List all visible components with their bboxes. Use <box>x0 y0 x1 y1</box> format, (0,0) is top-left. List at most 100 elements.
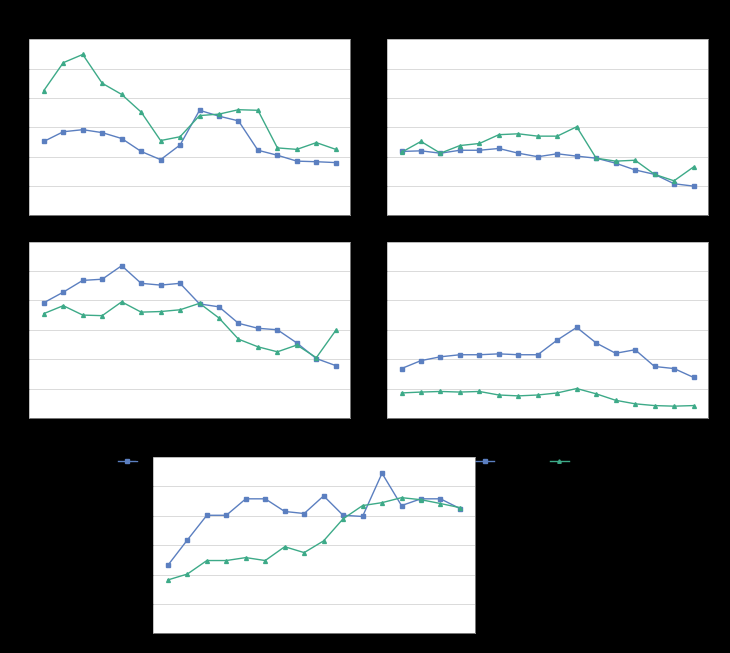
Centro-Nord <box>475 146 484 154</box>
Line: Mezzogiorno: Mezzogiorno <box>166 496 462 582</box>
Mezzogiorno <box>534 391 542 399</box>
Mezzogiorno <box>553 389 561 397</box>
Mezzogiorno <box>202 556 211 564</box>
Centro-Nord <box>176 141 185 149</box>
Centro-Nord <box>78 276 87 284</box>
Mezzogiorno <box>572 385 581 392</box>
Mezzogiorno <box>215 110 223 118</box>
Centro-Nord <box>137 148 145 155</box>
Mezzogiorno <box>397 389 406 397</box>
Mezzogiorno <box>456 503 464 511</box>
Mezzogiorno <box>331 326 340 334</box>
Mezzogiorno <box>253 106 262 114</box>
Centro-Nord <box>358 513 367 520</box>
Mezzogiorno <box>456 388 464 396</box>
Centro-Nord <box>176 279 185 287</box>
Line: Mezzogiorno: Mezzogiorno <box>399 387 696 408</box>
Mezzogiorno <box>234 106 243 114</box>
Mezzogiorno <box>98 311 107 319</box>
Mezzogiorno <box>475 387 484 395</box>
Mezzogiorno <box>164 576 172 584</box>
Mezzogiorno <box>650 170 659 178</box>
Centro-Nord <box>39 138 48 146</box>
Mezzogiorno <box>631 156 639 164</box>
Centro-Nord <box>118 135 126 142</box>
Centro-Nord <box>195 106 204 114</box>
Mezzogiorno <box>417 496 426 503</box>
Centro-Nord <box>397 148 406 155</box>
Line: Centro-Nord: Centro-Nord <box>42 264 338 368</box>
Mezzogiorno <box>39 87 48 95</box>
Centro-Nord <box>417 147 426 155</box>
Mezzogiorno <box>176 306 185 313</box>
Mezzogiorno <box>417 388 426 396</box>
Centro-Nord <box>312 158 320 166</box>
Mezzogiorno <box>273 144 282 151</box>
Mezzogiorno <box>242 554 250 562</box>
Mezzogiorno <box>137 308 145 316</box>
Mezzogiorno <box>300 549 309 556</box>
Mezzogiorno <box>222 556 231 564</box>
Centro-Nord <box>592 339 601 347</box>
Mezzogiorno <box>156 136 165 144</box>
Centro-Nord <box>98 129 107 136</box>
Mezzogiorno <box>689 402 698 409</box>
Centro-Nord <box>59 288 68 296</box>
Centro-Nord <box>436 353 445 360</box>
Centro-Nord <box>253 325 262 332</box>
Centro-Nord <box>689 374 698 381</box>
Centro-Nord <box>669 364 678 372</box>
Mezzogiorno <box>689 163 698 171</box>
Mezzogiorno <box>118 91 126 99</box>
Mezzogiorno <box>319 537 328 545</box>
Mezzogiorno <box>534 132 542 140</box>
Mezzogiorno <box>397 494 406 502</box>
Centro-Nord <box>611 349 620 357</box>
Mezzogiorno <box>273 348 282 356</box>
Centro-Nord <box>534 153 542 161</box>
Title: Imprese Pubbliche Locali: Imprese Pubbliche Locali <box>483 229 612 240</box>
Centro-Nord <box>611 159 620 167</box>
Mezzogiorno <box>195 112 204 119</box>
Centro-Nord <box>436 150 445 157</box>
Mezzogiorno <box>475 140 484 148</box>
Mezzogiorno <box>195 299 204 308</box>
Mezzogiorno <box>553 132 561 140</box>
Centro-Nord <box>242 495 250 503</box>
Mezzogiorno <box>494 131 503 138</box>
Centro-Nord <box>475 351 484 358</box>
Centro-Nord <box>261 495 269 503</box>
Centro-Nord <box>273 151 282 159</box>
Centro-Nord <box>215 303 223 311</box>
Centro-Nord <box>534 351 542 358</box>
Centro-Nord <box>215 112 223 120</box>
Centro-Nord <box>456 351 464 358</box>
Mezzogiorno <box>397 148 406 156</box>
Mezzogiorno <box>234 335 243 343</box>
Mezzogiorno <box>456 142 464 150</box>
Centro-Nord <box>331 362 340 370</box>
Centro-Nord <box>98 276 107 283</box>
Mezzogiorno <box>514 130 523 138</box>
Centro-Nord <box>293 339 301 347</box>
Mezzogiorno <box>253 343 262 351</box>
Mezzogiorno <box>592 154 601 162</box>
Centro-Nord <box>456 146 464 154</box>
Legend: Centro-Nord, Mezzogiorno: Centro-Nord, Mezzogiorno <box>472 453 623 469</box>
Line: Centro-Nord: Centro-Nord <box>399 146 696 188</box>
Centro-Nord <box>377 470 386 477</box>
Mezzogiorno <box>183 570 192 578</box>
Centro-Nord <box>293 157 301 165</box>
Centro-Nord <box>650 362 659 370</box>
Centro-Nord <box>78 126 87 134</box>
Centro-Nord <box>494 350 503 358</box>
Mezzogiorno <box>78 50 87 58</box>
Mezzogiorno <box>137 108 145 116</box>
Line: Centro-Nord: Centro-Nord <box>399 325 696 379</box>
Mezzogiorno <box>312 354 320 362</box>
Mezzogiorno <box>514 392 523 400</box>
Mezzogiorno <box>358 502 367 509</box>
Centro-Nord <box>669 180 678 187</box>
Centro-Nord <box>494 144 503 152</box>
Mezzogiorno <box>59 59 68 67</box>
